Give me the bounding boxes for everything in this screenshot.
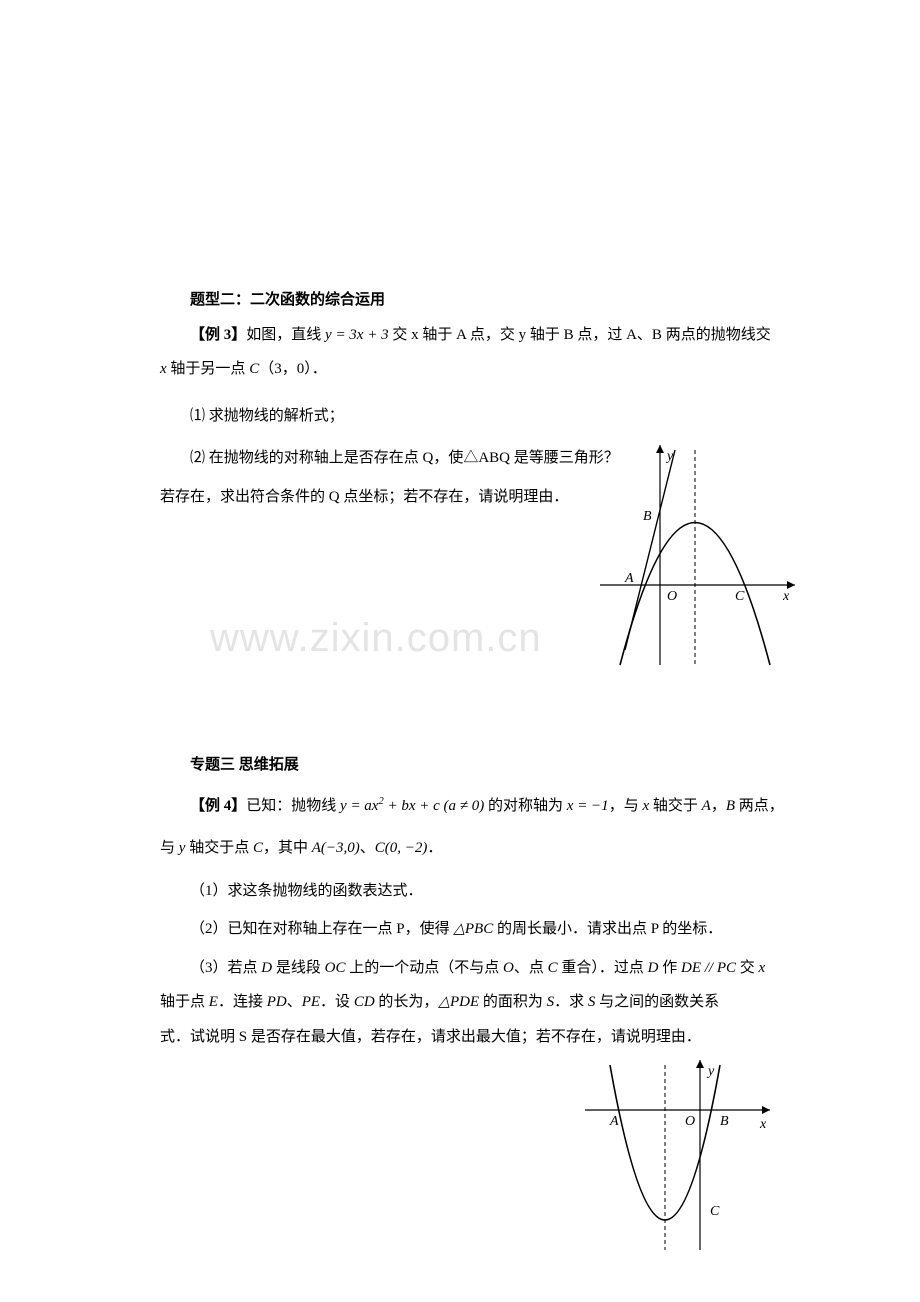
example4-text2c: ． (427, 840, 442, 856)
q3a: （3）若点 D 是线段 OC 上的一个动点（不与点 O、点 C 重合）．过点 D… (190, 960, 681, 976)
example4-eq2: x = −1 (567, 798, 609, 814)
q2-tri: △PBC (453, 921, 493, 937)
example4-eq1: y = ax2 + bx + c (a ≠ 0) (340, 798, 484, 814)
q3-pe: PE (302, 994, 320, 1010)
x-arrow2 (762, 1106, 770, 1114)
label2-y: y (706, 1064, 715, 1079)
example4-q3-line3: 式．试说明 S 是否存在最大值，若存在，请求出最大值；若不存在，请说明理由． (160, 1023, 800, 1052)
page: www.zixin.com.cn 题型二：二次函数的综合运用 【例 3】如图，直… (0, 0, 920, 1302)
q3l2f: ．求 (554, 994, 588, 1010)
example4-C: C(0, −2) (375, 840, 428, 856)
example3-x: x (160, 361, 167, 377)
example4-q3-line2: 轴于点 E．连接 PD、PE．设 CD 的长为，△PDE 的面积为 S．求 S … (160, 988, 800, 1017)
label-y: y (665, 449, 674, 464)
q3-cd: CD (354, 994, 375, 1010)
example4-q2: （2）已知在对称轴上存在一点 P，使得 △PBC 的周长最小．请求出点 P 的坐… (160, 915, 800, 944)
example4-text2b: 、 (360, 840, 375, 856)
q3l2c: ．设 (320, 994, 354, 1010)
y-arrow2 (696, 1060, 704, 1068)
q3-pd: PD (267, 994, 287, 1010)
example4-text1a: 已知：抛物线 (246, 798, 340, 814)
label-A: A (624, 571, 634, 586)
q3b: 交 x (736, 960, 765, 976)
example3-text1b: 交 x 轴于 A 点，交 y 轴于 B 点，过 A、B 两点的抛物线交 (389, 327, 771, 343)
label-C: C (735, 589, 745, 604)
example3-q1: ⑴ 求抛物线的解析式； (160, 402, 800, 431)
example4-label: 【例 4】 (190, 798, 246, 814)
example4-line1: 【例 4】已知：抛物线 y = ax2 + bx + c (a ≠ 0) 的对称… (160, 792, 800, 821)
example4-text2a: 与 y 轴交于点 C，其中 (160, 840, 312, 856)
example4-A: A(−3,0) (312, 840, 360, 856)
y-arrow (656, 445, 664, 453)
label-B: B (643, 509, 652, 524)
q2b: 的周长最小．请求出点 P 的坐标． (493, 921, 722, 937)
label-x: x (782, 589, 790, 604)
label2-A: A (609, 1114, 619, 1129)
q3l2g: 与之间的函数关系 (595, 994, 719, 1010)
label-O: O (667, 589, 677, 604)
example4-q3-line1: （3）若点 D 是线段 OC 上的一个动点（不与点 O、点 C 重合）．过点 D… (160, 954, 800, 983)
x-arrow (787, 581, 795, 589)
example4-q1: （1）求这条抛物线的函数表达式． (160, 877, 800, 906)
q3l2d: 的长为， (375, 994, 439, 1010)
example3-eq1: y = 3x + 3 (325, 327, 389, 343)
section2-heading: 专题三 思维拓展 (160, 751, 800, 780)
q3l2b: 、 (287, 994, 302, 1010)
example3-line2: x 轴于另一点 C（3，0）． (160, 355, 800, 384)
label2-x: x (759, 1117, 767, 1132)
example3-text2: 轴于另一点 C（3，0）． (167, 361, 327, 377)
example4-text1b: 的对称轴为 (484, 798, 567, 814)
example3-text1a: 如图，直线 (246, 327, 325, 343)
section1-heading: 题型二：二次函数的综合运用 (160, 286, 800, 315)
q3l2e: 的面积为 (479, 994, 547, 1010)
figure2: y x O A B C (580, 1055, 780, 1255)
line-ab (625, 450, 675, 650)
q2a: （2）已知在对称轴上存在一点 P，使得 (190, 921, 453, 937)
example4-line2: 与 y 轴交于点 C，其中 A(−3,0)、C(0, −2)． (160, 834, 800, 863)
label2-B: B (720, 1114, 729, 1129)
example3-line1: 【例 3】如图，直线 y = 3x + 3 交 x 轴于 A 点，交 y 轴于 … (160, 321, 800, 350)
figure1-svg: y x O A B C (595, 440, 805, 670)
label2-O: O (685, 1114, 695, 1129)
watermark-text: www.zixin.com.cn (210, 600, 542, 676)
example4-text1c: ，与 x 轴交于 A，B 两点， (609, 798, 784, 814)
q3-de: DE // PC (681, 960, 736, 976)
q3-pde: △PDE (438, 994, 479, 1010)
q3l2a: 轴于点 E．连接 (160, 994, 267, 1010)
figure1: y x O A B C (595, 440, 805, 670)
figure2-svg: y x O A B C (580, 1055, 780, 1255)
example3-label: 【例 3】 (190, 327, 246, 343)
label2-C: C (710, 1204, 720, 1219)
